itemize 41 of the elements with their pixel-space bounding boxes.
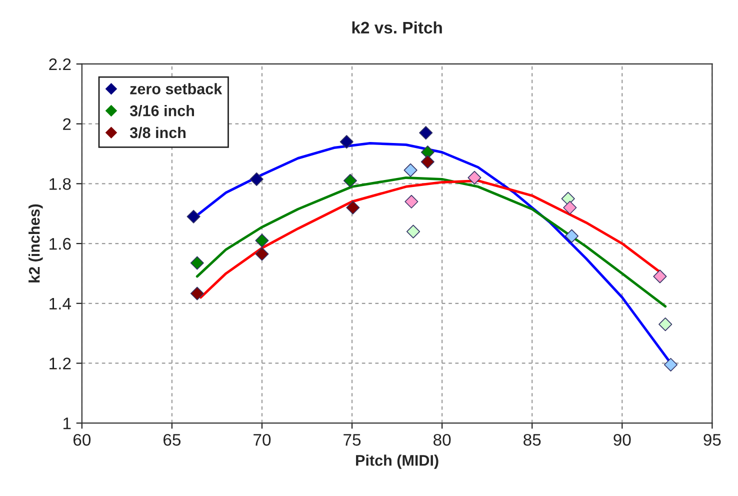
y-tick-label: 2 <box>63 118 71 130</box>
point <box>190 256 204 270</box>
x-tick-label: 95 <box>704 434 721 446</box>
point <box>186 210 200 224</box>
legend-label: 3/8 inch <box>130 126 186 138</box>
legend-label: zero setback <box>130 83 222 94</box>
x-tick-label: 75 <box>344 434 361 446</box>
y-tick-label: 1.8 <box>50 178 71 190</box>
point <box>190 286 204 300</box>
point <box>255 234 269 248</box>
y-tick-label: 2.2 <box>49 58 71 70</box>
point <box>563 200 577 214</box>
point <box>346 200 360 214</box>
x-tick-label: 80 <box>434 434 451 446</box>
x-tick-label: 65 <box>164 434 181 446</box>
y-tick-label: 1.6 <box>50 238 71 250</box>
point <box>404 194 418 208</box>
x-tick-label: 90 <box>614 434 631 446</box>
point <box>419 126 433 140</box>
point <box>343 174 358 188</box>
point <box>664 358 678 372</box>
point <box>406 224 420 238</box>
x-tick-label: 70 <box>254 434 271 446</box>
point <box>468 170 482 184</box>
point <box>250 172 264 186</box>
y-tick-label: 1.2 <box>50 358 71 370</box>
y-tick-label: 1 <box>64 418 71 430</box>
point <box>658 318 672 332</box>
y-tick-label: 1.4 <box>50 298 72 310</box>
chart-title: k2 vs. Pitch <box>352 21 442 34</box>
point <box>653 270 667 284</box>
point <box>564 229 578 243</box>
point <box>255 247 269 261</box>
point <box>420 155 434 169</box>
legend-label: 3/16 inch <box>130 105 194 116</box>
x-axis-title: Pitch (MIDI) <box>356 454 438 469</box>
point <box>404 163 418 178</box>
y-axis-title: k2 (inches) <box>28 204 43 282</box>
x-tick-label: 85 <box>524 434 541 446</box>
point <box>340 135 354 149</box>
x-tick-label: 60 <box>73 434 91 446</box>
